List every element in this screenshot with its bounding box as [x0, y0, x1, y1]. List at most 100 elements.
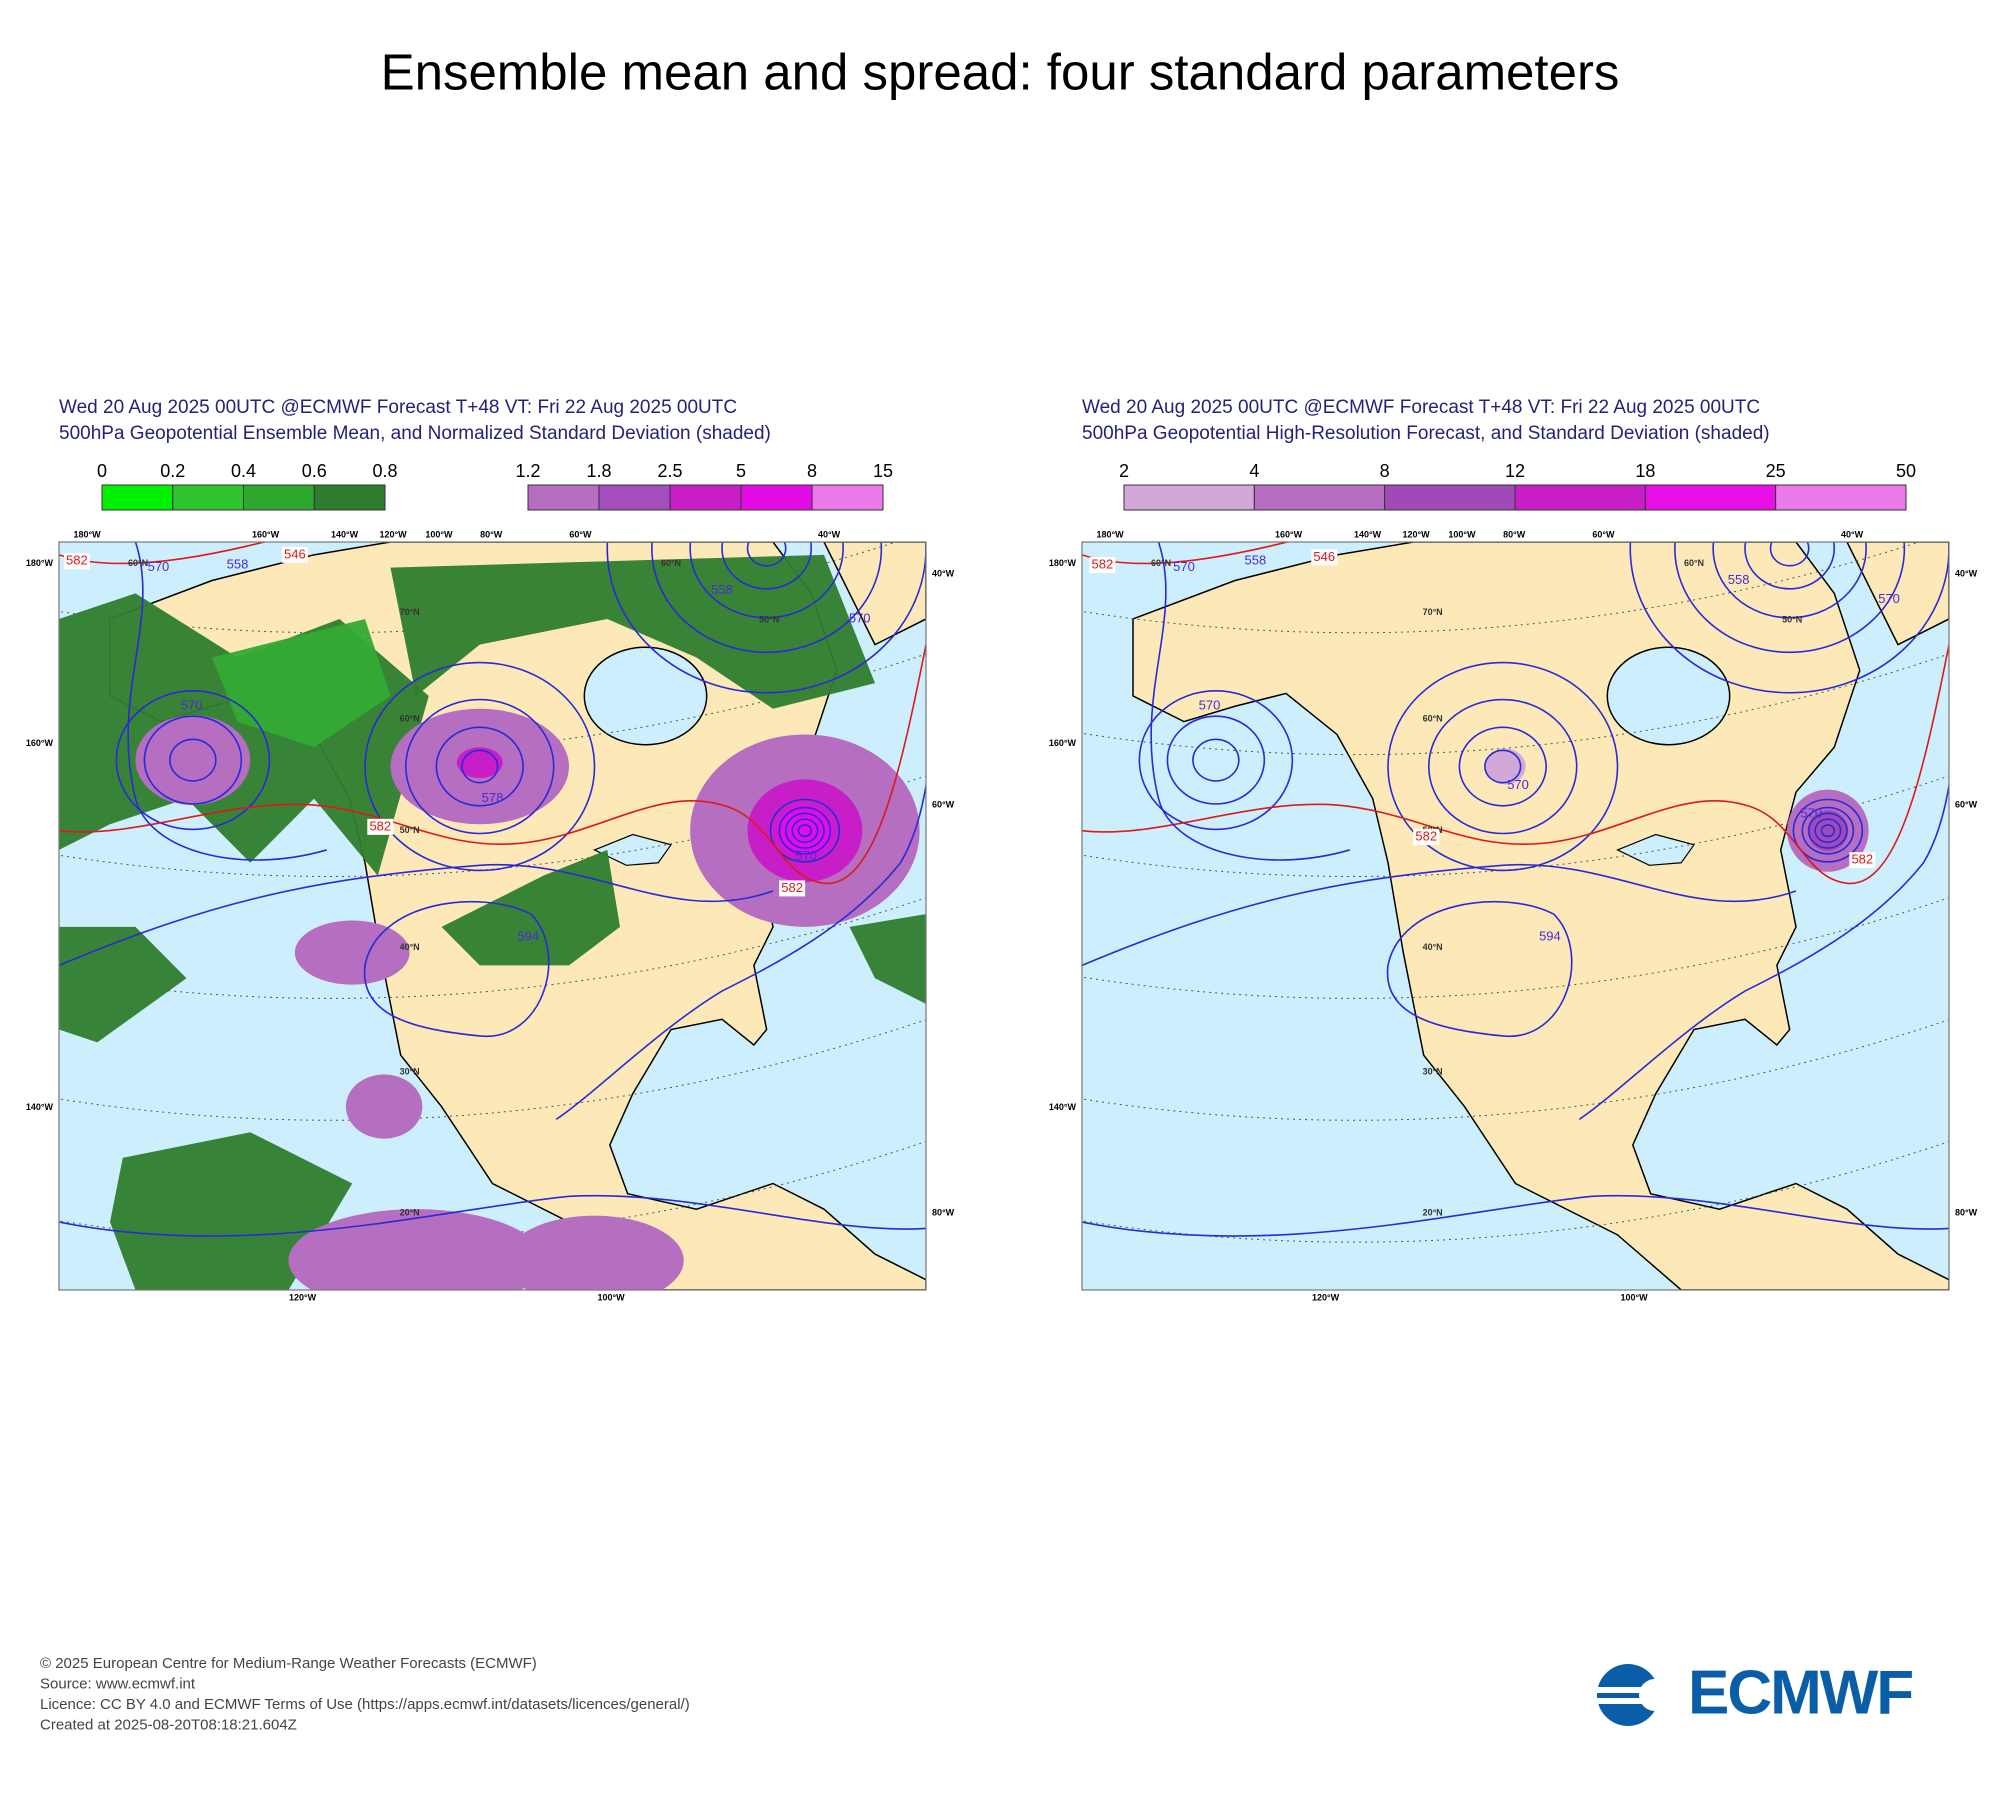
- lon-label: 40°W: [1841, 529, 1864, 539]
- lat-label: 70°N: [400, 607, 420, 617]
- contour-label: 570: [1878, 591, 1900, 606]
- contour: [436, 727, 523, 806]
- graticule: [955, 972, 2000, 1120]
- graticule: [955, 606, 2000, 754]
- shading: [59, 926, 187, 1043]
- shading: [390, 554, 875, 709]
- contour-label: 558: [711, 582, 733, 597]
- lon-label: 160°W: [1275, 529, 1303, 539]
- land: [1133, 542, 1949, 1290]
- hudson-bay: [584, 647, 706, 745]
- contour: [365, 902, 549, 1037]
- colorbar-tick-label: 2: [1119, 461, 1129, 481]
- colorbar-segment: [1253, 484, 1386, 511]
- lat-label: 30°N: [400, 1066, 420, 1076]
- colorbar-tick-label: 0.8: [372, 461, 397, 481]
- hudson-bay: [1607, 647, 1729, 745]
- colorbar-tick-label: 0.4: [231, 461, 256, 481]
- contour: [1193, 739, 1239, 781]
- logo-circle: [1597, 1664, 1659, 1726]
- panel-subtitle: 500hPa Geopotential Ensemble Mean, and N…: [59, 423, 771, 444]
- contour: [1815, 819, 1841, 842]
- lon-label: 80°W: [1503, 529, 1526, 539]
- colorbar-tick-label: 12: [1505, 461, 1525, 481]
- contour-label: 582: [781, 880, 803, 895]
- logo-cutout: [1639, 1679, 1671, 1711]
- graticule: [0, 972, 1054, 1120]
- colorbar-segment: [527, 484, 600, 511]
- contour: [786, 813, 824, 848]
- lat-label: 50°N: [400, 825, 420, 835]
- logo-stripe: [1596, 1687, 1660, 1693]
- lon-label: 120°W: [379, 529, 407, 539]
- colorbar-segment: [669, 484, 742, 511]
- lon-label: 140°W: [1049, 1102, 1077, 1112]
- contour-label: 582: [369, 818, 391, 833]
- logo-stripe: [1596, 1698, 1660, 1704]
- logo-text: ECMWF: [1688, 1658, 1912, 1727]
- contour: [1771, 531, 1809, 566]
- lon-label: 140°W: [1354, 529, 1382, 539]
- graticule: [955, 484, 2000, 632]
- contour: [59, 529, 314, 563]
- colorbar-segment: [172, 484, 244, 511]
- contour-label: 570: [1199, 698, 1221, 713]
- contour-label-bg: [367, 818, 394, 835]
- contour-label: 558: [1728, 572, 1750, 587]
- contour: [792, 819, 818, 842]
- contour: [1151, 542, 1350, 860]
- colorbar-segment: [243, 484, 315, 511]
- map-frame: [1081, 541, 1950, 1291]
- contour-label: 570: [849, 610, 871, 625]
- lon-label: 140°W: [331, 529, 359, 539]
- contour: [1082, 865, 1796, 966]
- lon-label: 180°W: [1049, 558, 1077, 568]
- shading: [849, 914, 926, 1004]
- colorbar-segment: [1775, 484, 1907, 511]
- colorbar-tick-label: 8: [807, 461, 817, 481]
- contour-label: 570: [1507, 777, 1529, 792]
- contour: [770, 800, 839, 862]
- colorbar-tick-label: 2.5: [657, 461, 682, 481]
- lon-label: 60°W: [932, 799, 955, 809]
- lon-label: 80°W: [480, 529, 503, 539]
- contour: [1388, 663, 1618, 871]
- map-inner: [0, 529, 1054, 1290]
- contour: [116, 691, 269, 830]
- page-title: Ensemble mean and spread: four standard …: [381, 43, 1620, 100]
- contour: [779, 808, 830, 854]
- contour-label-bg: [281, 546, 308, 563]
- shading: [441, 849, 620, 966]
- contour-label: 546: [1313, 549, 1335, 564]
- lon-label: 80°W: [1955, 1207, 1978, 1217]
- graticule: [955, 850, 2000, 998]
- shading: [1484, 748, 1526, 785]
- contour: [1745, 508, 1834, 589]
- colorbar-segment: [1384, 484, 1516, 511]
- colorbar-tick-label: 8: [1380, 461, 1390, 481]
- contour: [170, 739, 216, 781]
- contour: [1822, 825, 1835, 837]
- contour-label: 582: [66, 553, 88, 568]
- contour: [1579, 542, 1956, 1119]
- lat-label: 40°N: [1423, 942, 1443, 952]
- lat-label: 30°N: [1423, 1066, 1443, 1076]
- contour: [144, 716, 241, 804]
- contour: [799, 825, 812, 837]
- contour-label-bg: [1849, 852, 1876, 869]
- lon-label: 120°W: [289, 1292, 317, 1302]
- contour: [1139, 691, 1292, 830]
- colorbar-tick-label: 0: [97, 461, 107, 481]
- contour-label: 546: [284, 546, 306, 561]
- contour: [406, 700, 554, 834]
- shading: [135, 715, 251, 806]
- lat-label: 50°N: [1782, 615, 1802, 625]
- lon-label: 60°W: [1955, 799, 1978, 809]
- lon-label: 80°W: [932, 1207, 955, 1217]
- lon-label: 60°W: [1592, 529, 1615, 539]
- colorbar-tick-label: 50: [1896, 461, 1916, 481]
- contour: [556, 542, 933, 1119]
- contour: [1167, 716, 1264, 804]
- colorbar-tick-label: 18: [1635, 461, 1655, 481]
